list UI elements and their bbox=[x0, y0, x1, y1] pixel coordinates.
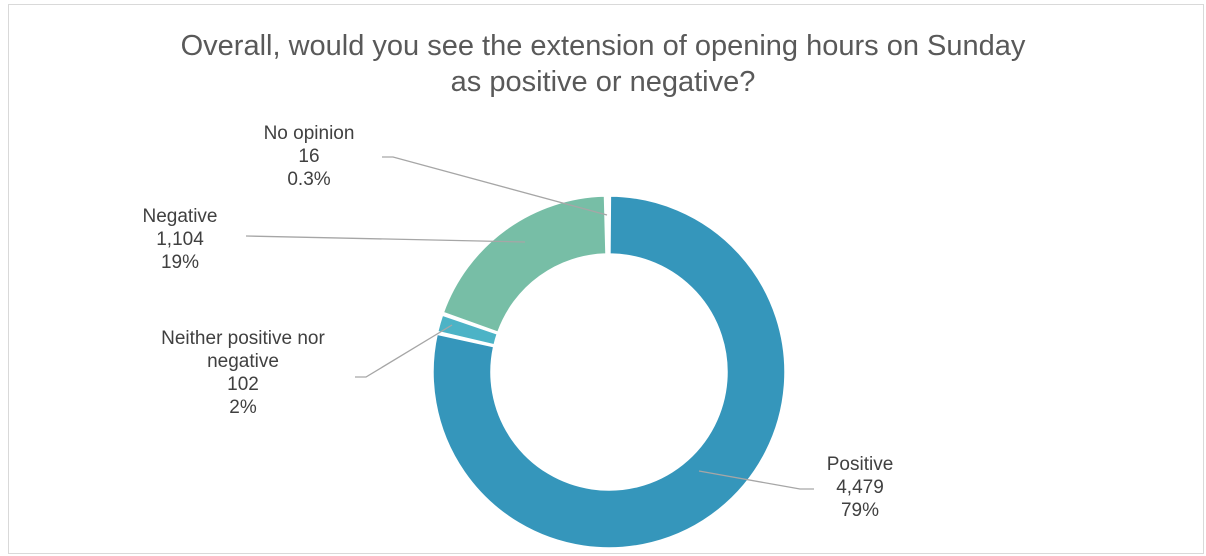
leader-line-no-opinion bbox=[382, 156, 608, 216]
data-label-negative: Negative 1,104 19% bbox=[143, 206, 218, 273]
data-label-percent: 2% bbox=[229, 397, 257, 418]
data-label-name: No opinion bbox=[264, 123, 355, 144]
data-label-value: 4,479 bbox=[836, 477, 884, 498]
data-label-positive: Positive 4,479 79% bbox=[827, 454, 894, 521]
chart-title-line-2: as positive or negative? bbox=[450, 66, 756, 98]
data-label-name: Negative bbox=[143, 206, 218, 227]
data-label-name: Neither positive nor bbox=[161, 328, 325, 349]
data-label-percent: 79% bbox=[841, 500, 879, 521]
chart-title-line-1: Overall, would you see the extension of … bbox=[180, 30, 1026, 62]
slice-neither-positive-nor-negative bbox=[436, 314, 499, 346]
leader-line-positive bbox=[698, 470, 814, 490]
data-label-percent: 19% bbox=[161, 252, 199, 273]
data-label-name: negative bbox=[207, 351, 279, 372]
leader-line-neither-positive-nor-negative bbox=[355, 324, 453, 378]
leader-line-negative bbox=[245, 235, 526, 243]
data-label-percent: 0.3% bbox=[287, 169, 330, 190]
data-label-value: 16 bbox=[298, 146, 319, 167]
slice-negative bbox=[442, 195, 607, 334]
data-label-no-opinion: No opinion 16 0.3% bbox=[264, 123, 355, 190]
slice-positive bbox=[432, 195, 786, 549]
data-label-name: Positive bbox=[827, 454, 894, 475]
data-label-neither-positive-nor-negative: Neither positive nor negative 102 2% bbox=[161, 328, 325, 418]
chart-frame bbox=[8, 4, 1204, 554]
chart-title: Overall, would you see the extension of … bbox=[0, 28, 1206, 100]
data-label-value: 1,104 bbox=[156, 229, 204, 250]
slice-no-opinion bbox=[606, 195, 609, 255]
data-label-value: 102 bbox=[227, 374, 259, 395]
